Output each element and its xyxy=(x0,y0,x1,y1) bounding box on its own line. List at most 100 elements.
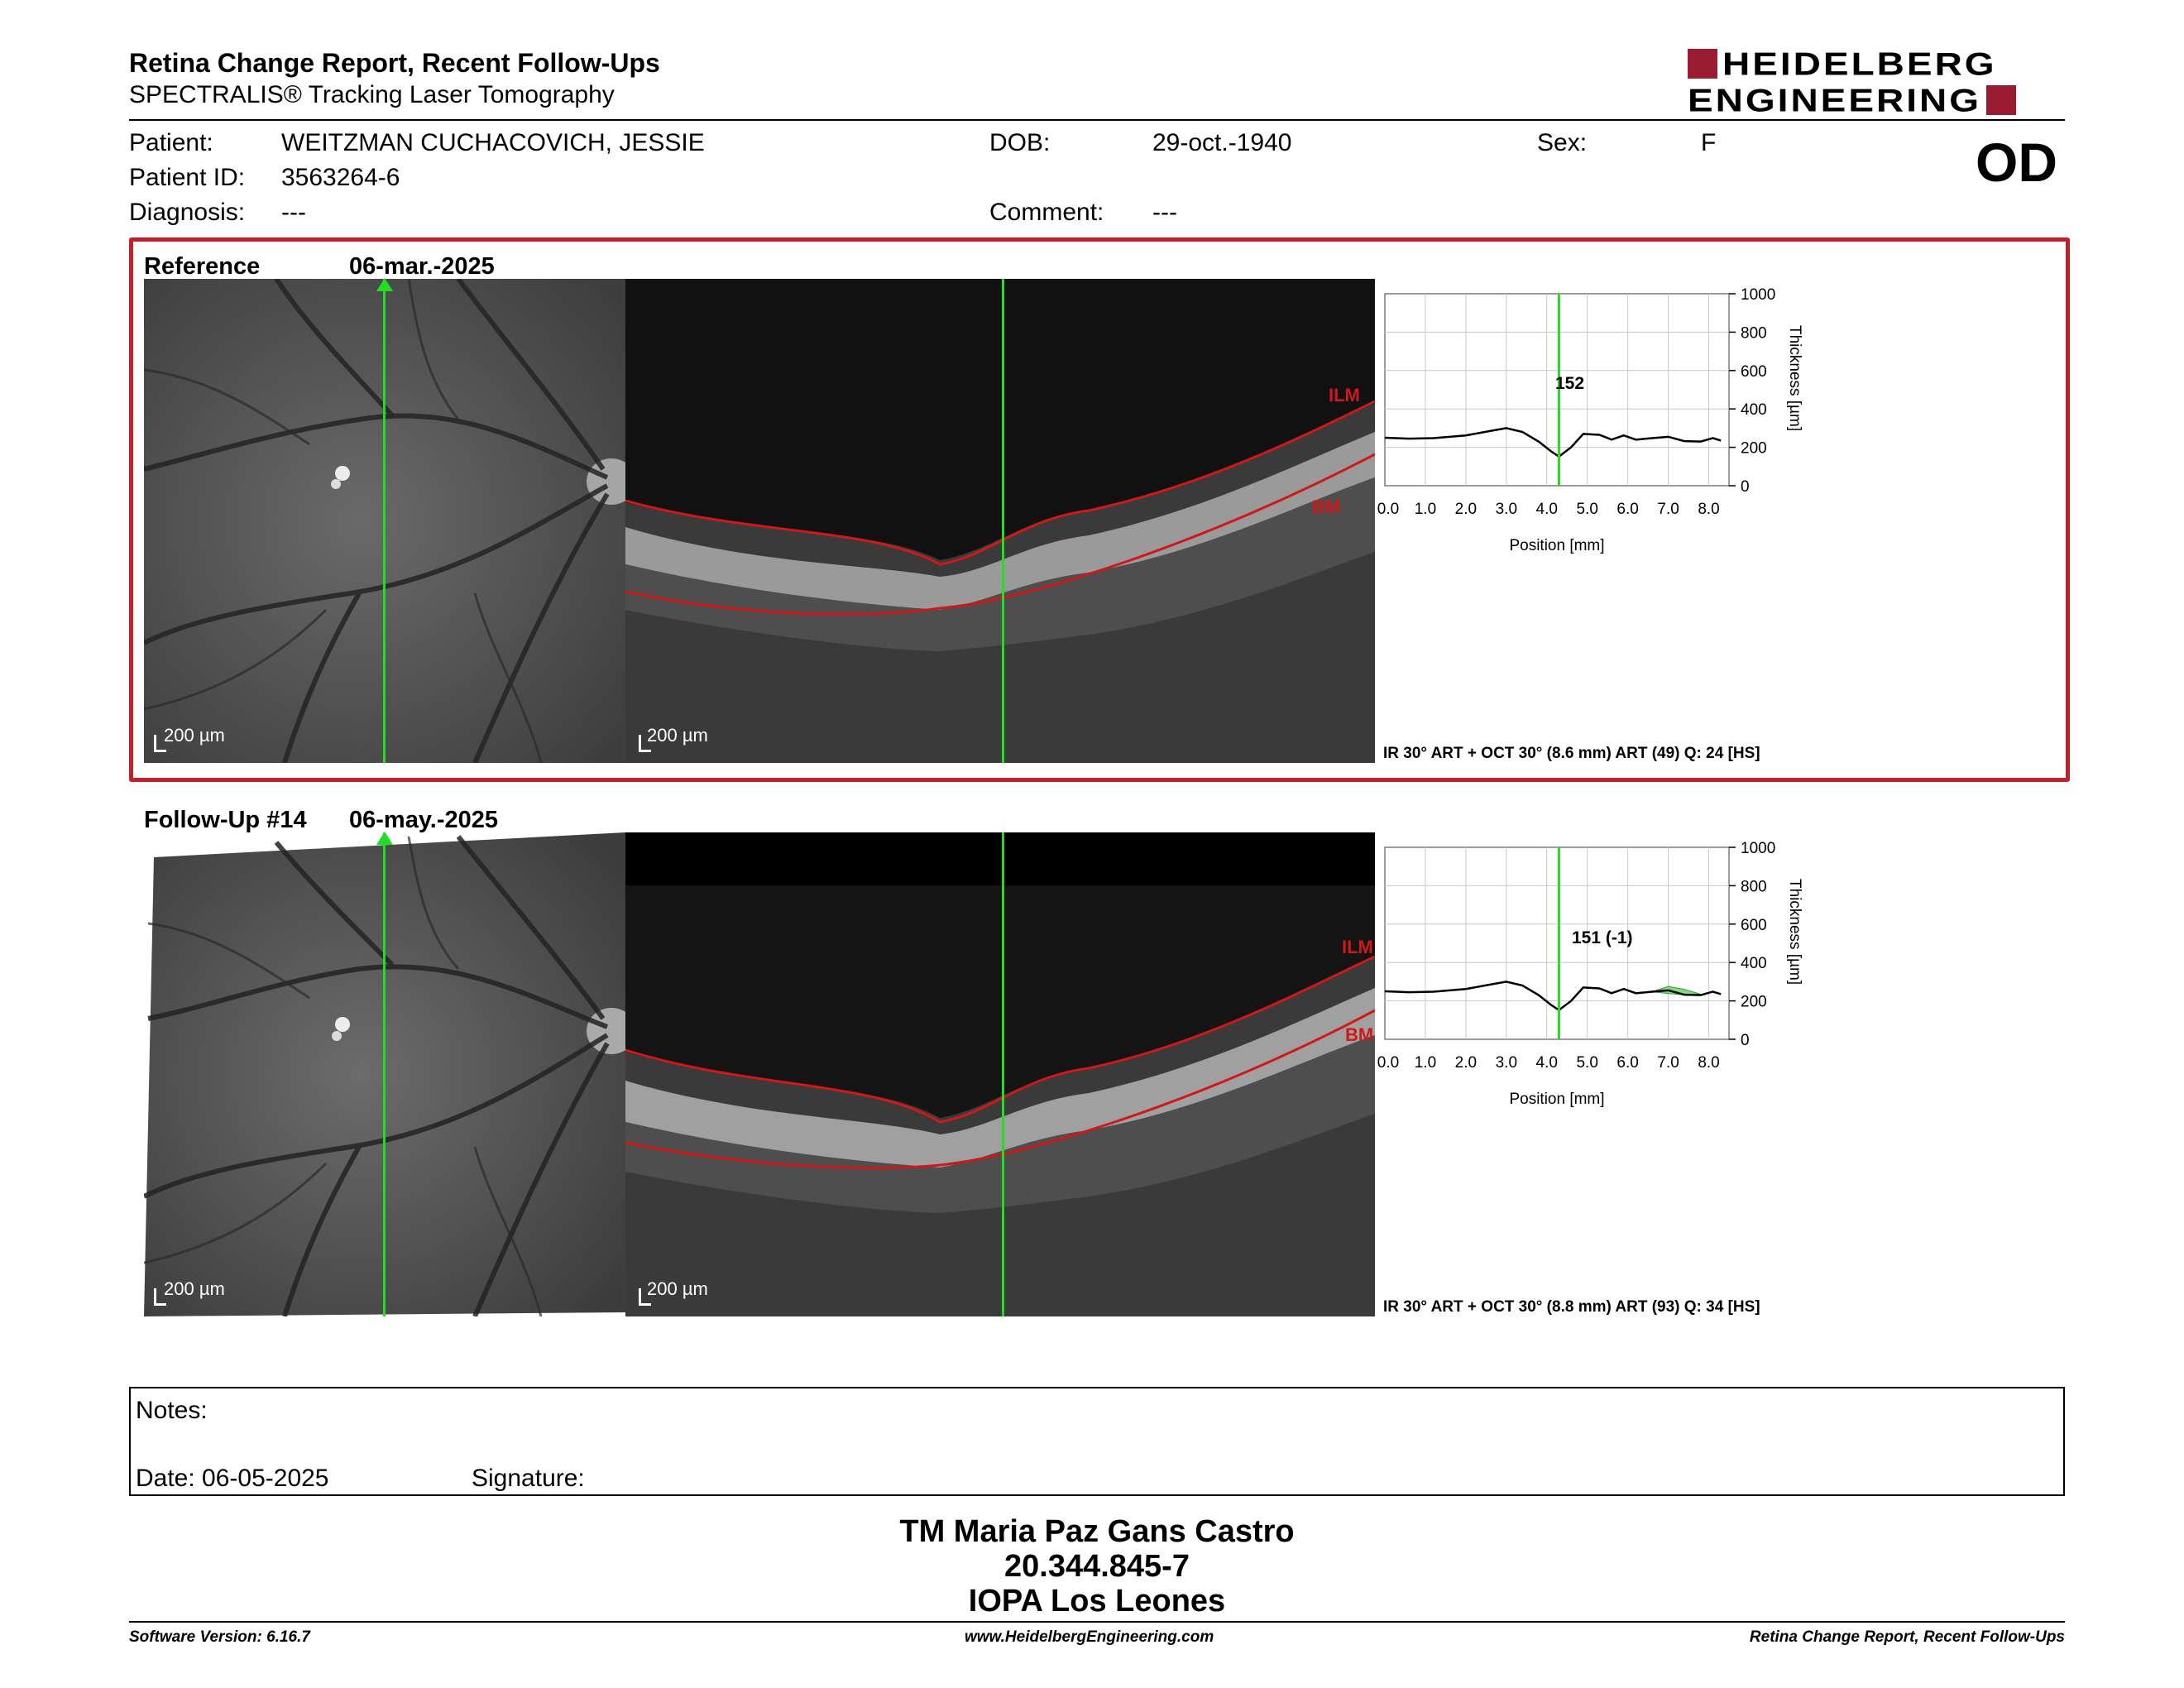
reference-thickness-svg: 1000 800 600 400 200 0 0.0 1.0 2.0 3.0 4.0 5.0 6.0 7.… xyxy=(1377,286,1803,554)
followup-graph-xlabel: Position [mm] xyxy=(1509,1091,1604,1108)
followup-oct-scale-text: 200 µm xyxy=(647,1278,708,1299)
reference-graph-ytick-label: 0 xyxy=(1741,478,1750,496)
reference-bm-label: BM xyxy=(1312,496,1341,517)
followup-graph-xtick-label: 4.0 xyxy=(1536,1054,1558,1072)
followup-scan-arrow-icon xyxy=(376,832,393,845)
software-version: Software Version: 6.16.7 xyxy=(129,1628,310,1646)
reference-oct-image xyxy=(625,279,1375,763)
followup-oct-image xyxy=(625,832,1375,1316)
signature-label: Signature: xyxy=(472,1465,585,1492)
patient-id: 3563264-6 xyxy=(281,164,400,191)
followup-graph-thickness-curve xyxy=(1384,981,1722,1012)
logo-square-icon xyxy=(1688,49,1717,79)
reference-graph-xtick-label: 8.0 xyxy=(1698,501,1719,518)
followup-graph-xtick-label: 1.0 xyxy=(1415,1054,1436,1072)
reference-scan-line xyxy=(383,279,386,763)
reference-date: 06-mar.-2025 xyxy=(349,253,495,280)
followup-oct-svg xyxy=(625,832,1375,1316)
report-title: Retina Change Report, Recent Follow-Ups xyxy=(129,48,660,78)
dob-value: 29-oct.-1940 xyxy=(1152,129,1292,156)
followup-bm-line xyxy=(625,1009,1375,1169)
diagnosis-label: Diagnosis: xyxy=(129,199,246,226)
logo-line-1: HEIDELBERG xyxy=(1722,45,1997,83)
reference-oct-svg xyxy=(625,279,1375,763)
followup-oct-position-line xyxy=(1002,832,1004,1316)
reference-graph-ytick-label: 800 xyxy=(1741,324,1767,342)
reference-graph-xtick-label: 5.0 xyxy=(1576,501,1597,518)
reference-graph-ylabel: Thickness [µm] xyxy=(1786,325,1803,431)
followup-thickness-svg: 1000 800 600 400 200 0 0.0 1.0 2.0 3.0 4.0 5.0 6.0 7.… xyxy=(1377,840,1803,1108)
reference-ilm-line xyxy=(625,400,1375,566)
notes-box[interactable] xyxy=(129,1387,2065,1496)
followup-thickness-value: 151 (-1) xyxy=(1572,928,1633,947)
reference-caption: IR 30° ART + OCT 30° (8.6 mm) ART (49) Q… xyxy=(1383,745,1760,762)
followup-label: Follow-Up #14 xyxy=(144,807,307,833)
followup-bm-label: BM xyxy=(1345,1024,1374,1045)
reference-graph-xtick-label: 0.0 xyxy=(1377,501,1399,518)
reference-graph-xtick-label: 7.0 xyxy=(1657,501,1679,518)
reference-oct-position-line xyxy=(1002,279,1004,763)
followup-caption: IR 30° ART + OCT 30° (8.8 mm) ART (93) Q… xyxy=(1383,1298,1760,1316)
reference-graph-xlabel: Position [mm] xyxy=(1509,537,1604,554)
reference-graph-xtick-label: 3.0 xyxy=(1496,501,1517,518)
followup-graph-ytick-label: 200 xyxy=(1741,994,1767,1011)
header-divider xyxy=(129,119,2065,121)
sex-label: Sex: xyxy=(1537,129,1588,156)
followup-graph-xtick-label: 3.0 xyxy=(1496,1054,1517,1072)
eye-label: OD xyxy=(1976,132,2057,193)
reference-oct-scale-text: 200 µm xyxy=(647,725,708,746)
sex-value: F xyxy=(1701,129,1717,156)
followup-ir-scale-text: 200 µm xyxy=(164,1278,225,1299)
logo-square-icon-2 xyxy=(1986,85,2017,115)
patient-name: WEITZMAN CUCHACOVICH, JESSIE xyxy=(281,129,705,156)
followup-oct-scalebar xyxy=(639,1288,651,1306)
reference-scan-arrow-icon xyxy=(376,278,393,291)
reference-graph-xtick-label: 6.0 xyxy=(1616,501,1638,518)
reference-ir-scale-text: 200 µm xyxy=(164,725,225,746)
signer-id: 20.344.845-7 xyxy=(1004,1549,1190,1584)
followup-date: 06-may.-2025 xyxy=(349,807,499,833)
reference-graph-ytick-label: 400 xyxy=(1741,401,1767,419)
website-link[interactable]: www.HeidelbergEngineering.com xyxy=(965,1628,1214,1646)
reference-graph-thickness-curve xyxy=(1384,427,1722,458)
followup-ir-scalebar xyxy=(154,1288,166,1306)
reference-graph-plot-frame xyxy=(1384,293,1730,487)
followup-ilm-label: ILM xyxy=(1342,937,1373,957)
reference-ilm-label: ILM xyxy=(1329,385,1360,405)
reference-graph-xtick-label: 4.0 xyxy=(1536,501,1558,518)
reference-graph-ytick-label: 1000 xyxy=(1741,286,1775,304)
patient-id-label: Patient ID: xyxy=(129,164,246,191)
followup-graph-xtick-label: 2.0 xyxy=(1455,1054,1477,1072)
followup-graph-ytick-label: 0 xyxy=(1741,1032,1750,1049)
comment-value: --- xyxy=(1152,199,1177,226)
notes-date: Date: 06-05-2025 xyxy=(136,1465,329,1492)
notes-label: Notes: xyxy=(136,1397,208,1424)
signer-name: TM Maria Paz Gans Castro xyxy=(899,1514,1295,1549)
reference-graph-ytick-label: 200 xyxy=(1741,440,1767,458)
followup-graph-plot-frame xyxy=(1384,846,1730,1040)
reference-label: Reference xyxy=(144,253,261,280)
reference-ir-scalebar xyxy=(154,735,166,752)
reference-highlight-frame xyxy=(129,237,2070,782)
dob-label: DOB: xyxy=(989,129,1051,156)
diagnosis-value: --- xyxy=(281,199,306,226)
signer-institution: IOPA Los Leones xyxy=(968,1584,1226,1618)
followup-graph-ytick-label: 600 xyxy=(1741,917,1767,934)
reference-thickness-graph: 1000 800 600 400 200 0 0.0 1.0 2.0 3.0 4.0 5.0 6.0 7.… xyxy=(1375,279,1838,560)
reference-graph-ytick-label: 600 xyxy=(1741,363,1767,381)
reference-graph-xtick-label: 2.0 xyxy=(1455,501,1477,518)
patient-name-label: Patient: xyxy=(129,129,213,156)
followup-graph-ytick-label: 1000 xyxy=(1741,840,1775,857)
followup-graph-ylabel: Thickness [µm] xyxy=(1786,879,1803,985)
reference-thickness-value: 152 xyxy=(1555,374,1585,393)
footer-report-name: Retina Change Report, Recent Follow-Ups xyxy=(1749,1628,2065,1646)
heidelberg-logo: HEIDELBERG ENGINEERING xyxy=(1688,46,2071,117)
followup-graph-ytick-label: 400 xyxy=(1741,955,1767,972)
reference-graph-xtick-label: 1.0 xyxy=(1415,501,1436,518)
followup-graph-ytick-label: 800 xyxy=(1741,878,1767,895)
footer-divider xyxy=(129,1621,2065,1623)
report-subtitle: SPECTRALIS® Tracking Laser Tomography xyxy=(129,81,615,108)
reference-bm-line xyxy=(625,453,1375,616)
followup-graph-xtick-label: 6.0 xyxy=(1616,1054,1638,1072)
followup-scan-line xyxy=(383,832,386,1316)
